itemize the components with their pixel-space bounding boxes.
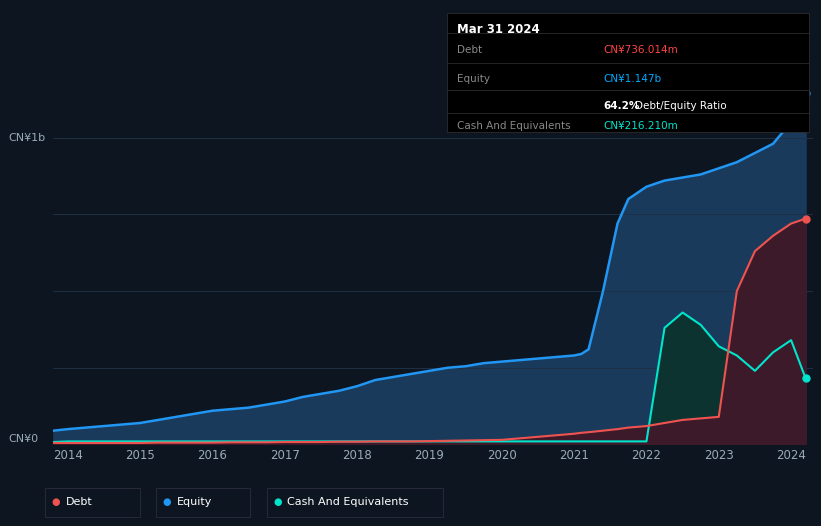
Text: CN¥0: CN¥0	[8, 434, 39, 444]
Text: CN¥736.014m: CN¥736.014m	[603, 45, 678, 55]
Text: CN¥1.147b: CN¥1.147b	[603, 74, 662, 84]
Text: Debt: Debt	[457, 45, 483, 55]
Text: ●: ●	[163, 497, 171, 508]
Text: Debt: Debt	[66, 497, 93, 508]
Text: ●: ●	[52, 497, 60, 508]
Text: Cash And Equivalents: Cash And Equivalents	[287, 497, 409, 508]
Text: CN¥216.210m: CN¥216.210m	[603, 121, 678, 132]
Text: Debt/Equity Ratio: Debt/Equity Ratio	[635, 101, 727, 112]
Text: CN¥1b: CN¥1b	[8, 133, 45, 143]
Text: 64.2%: 64.2%	[603, 101, 640, 112]
Text: Equity: Equity	[177, 497, 212, 508]
Text: Mar 31 2024: Mar 31 2024	[457, 23, 540, 36]
Text: Cash And Equivalents: Cash And Equivalents	[457, 121, 571, 132]
Text: ●: ●	[273, 497, 282, 508]
Text: Equity: Equity	[457, 74, 490, 84]
